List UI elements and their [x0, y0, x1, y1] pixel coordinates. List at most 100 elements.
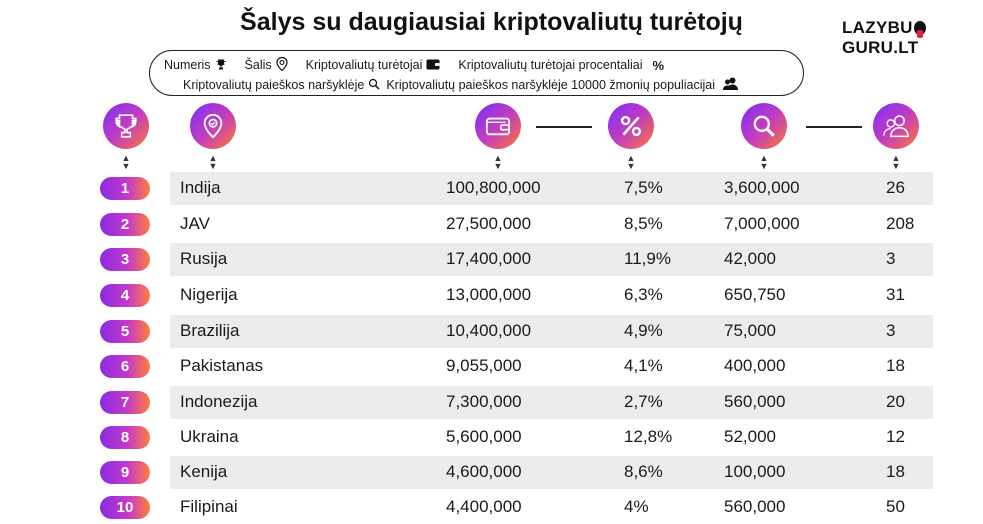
cell-country: Ukraina [180, 427, 239, 446]
cell-searches: 7,000,000 [724, 214, 800, 233]
legend-item-paieskos-pop: Kriptovaliutų paieškos naršyklėje 10000 … [386, 77, 739, 92]
search-icon [368, 78, 380, 92]
cell-country: Rusija [180, 249, 228, 268]
cell-country: Nigerija [180, 285, 238, 304]
cell-per10k: 18 [886, 356, 905, 375]
table-row [170, 421, 933, 454]
rank-badge: 3 [100, 248, 150, 271]
rank-badge: 4 [100, 284, 150, 307]
cell-holders: 100,800,000 [446, 178, 541, 197]
sort-per10k-icon[interactable]: ▲ ▼ [891, 153, 901, 171]
cell-country: Kenija [180, 462, 228, 481]
sort-country-icon[interactable]: ▲ ▼ [208, 153, 218, 171]
cell-searches: 650,750 [724, 285, 786, 304]
rank-badge: 6 [100, 355, 150, 378]
column-per10k-people-icon [873, 103, 919, 149]
legend-label: Kriptovaliutų turėtojai [305, 58, 423, 72]
sort-holders-icon[interactable]: ▲ ▼ [493, 153, 503, 171]
cell-holders: 9,055,000 [446, 356, 522, 375]
cell-percent: 6,3% [624, 285, 663, 304]
cell-per10k: 3 [886, 321, 896, 340]
cell-holders: 4,600,000 [446, 462, 522, 481]
logo-mascot-icon [913, 21, 926, 38]
column-percent-icon [608, 103, 654, 149]
page-title: Šalys su daugiausiai kriptovaliutų turėt… [240, 8, 743, 36]
cell-per10k: 31 [886, 285, 905, 304]
table-row [170, 243, 933, 276]
legend-label: Kriptovaliutų paieškos naršyklėje 10000 … [386, 77, 716, 92]
cell-per10k: 208 [886, 214, 915, 233]
table-row [170, 456, 933, 489]
table-row [170, 208, 933, 241]
sort-rank-icon[interactable]: ▲ ▼ [121, 153, 131, 171]
column-country-pin-icon [190, 103, 236, 149]
cell-percent: 8,5% [624, 214, 663, 233]
table-row [170, 386, 933, 419]
cell-country: Indonezija [180, 392, 258, 411]
rank-badge: 2 [100, 213, 150, 236]
cell-percent: 7,5% [624, 178, 663, 197]
sort-percent-icon[interactable]: ▲ ▼ [626, 153, 636, 171]
rank-badge: 10 [100, 496, 150, 519]
cell-holders: 4,400,000 [446, 497, 522, 516]
cell-percent: 12,8% [624, 427, 673, 446]
table-row [170, 350, 933, 383]
column-rank-trophy-icon [103, 103, 149, 149]
cell-country: Pakistanas [180, 356, 264, 375]
rank-badge: 1 [100, 177, 150, 200]
cell-percent: 4,1% [624, 356, 663, 375]
cell-searches: 42,000 [724, 249, 776, 268]
trophy-icon [215, 58, 227, 73]
legend-label: Kriptovaliutų turėtojai procentaliai [458, 58, 643, 72]
cell-searches: 560,000 [724, 497, 786, 516]
cell-percent: 4% [624, 497, 649, 516]
legend-item-paieskos: Kriptovaliutų paieškos naršyklėje [183, 78, 380, 92]
legend-label: Numeris [164, 58, 211, 72]
site-logo[interactable]: LAZYBUGURU.LT [842, 18, 983, 58]
cell-holders: 5,600,000 [446, 427, 522, 446]
cell-percent: 8,6% [624, 462, 663, 481]
cell-holders: 13,000,000 [446, 285, 532, 304]
cell-searches: 3,600,000 [724, 178, 800, 197]
header-divider [536, 126, 592, 128]
cell-searches: 400,000 [724, 356, 786, 375]
table-row [170, 491, 933, 524]
cell-per10k: 26 [886, 178, 905, 197]
sort-searches-icon[interactable]: ▲ ▼ [759, 153, 769, 171]
cell-per10k: 20 [886, 392, 905, 411]
cell-searches: 75,000 [724, 321, 776, 340]
cell-per10k: 3 [886, 249, 896, 268]
cell-searches: 52,000 [724, 427, 776, 446]
cell-searches: 100,000 [724, 462, 786, 481]
wallet-icon [426, 58, 440, 72]
rank-badge: 9 [100, 461, 150, 484]
cell-holders: 7,300,000 [446, 392, 522, 411]
rank-badge: 7 [100, 391, 150, 414]
location-pin-icon [276, 56, 288, 73]
cell-per10k: 18 [886, 462, 905, 481]
logo-text-part1: LAZYBU [842, 18, 913, 37]
legend: Numeris Šalis Kriptovaliutų turėtojai Kr… [149, 50, 804, 96]
cell-holders: 17,400,000 [446, 249, 532, 268]
table-row [170, 315, 933, 348]
cell-country: Brazilija [180, 321, 240, 340]
table-row [170, 279, 933, 312]
logo-text-part2: GURU.LT [842, 38, 919, 57]
rank-badge: 8 [100, 426, 150, 449]
legend-item-salis: Šalis [244, 56, 288, 73]
cell-searches: 560,000 [724, 392, 786, 411]
legend-item-procentaliai: Kriptovaliutų turėtojai procentaliai % [458, 58, 664, 72]
cell-country: JAV [180, 214, 210, 233]
cell-percent: 4,9% [624, 321, 663, 340]
cell-country: Filipinai [180, 497, 238, 516]
cell-country: Indija [180, 178, 221, 197]
legend-item-numeris: Numeris [164, 58, 227, 73]
table-row [170, 172, 933, 205]
percent-icon: % [652, 57, 665, 73]
legend-item-turetojai: Kriptovaliutų turėtojai [306, 58, 441, 72]
cell-holders: 27,500,000 [446, 214, 532, 233]
rank-badge: 5 [100, 320, 150, 343]
legend-label: Šalis [244, 58, 272, 72]
cell-per10k: 12 [886, 427, 905, 446]
legend-label: Kriptovaliutų paieškos naršyklėje [183, 77, 365, 92]
